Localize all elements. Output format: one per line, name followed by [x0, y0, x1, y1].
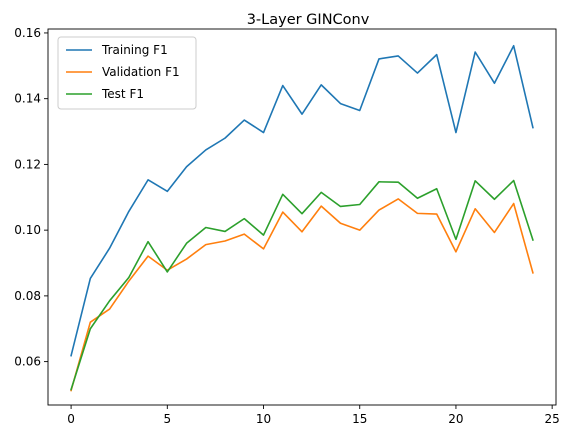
chart-title: 3-Layer GINConv — [247, 12, 370, 28]
legend-label-1: Training F1 — [101, 43, 168, 57]
x-tick-label: 10 — [256, 412, 271, 426]
x-tick-label: 15 — [352, 412, 367, 426]
series-layer — [70, 44, 534, 392]
series-line-3 — [70, 179, 534, 391]
y-tick-label: 0.14 — [14, 92, 41, 106]
plot-frame — [47, 28, 557, 406]
axes-layer: 0 5 10 15 20 25 0.06 0.08 0.10 0.12 0.14 0.16 — [14, 26, 560, 426]
legend-label-3: Test F1 — [101, 87, 144, 101]
x-tick-label: 5 — [163, 412, 171, 426]
y-tick-label: 0.10 — [14, 223, 41, 237]
x-tick-label: 20 — [448, 412, 463, 426]
x-tick-label: 25 — [545, 412, 560, 426]
y-tick-label: 0.06 — [14, 355, 41, 369]
legend-box — [57, 36, 197, 110]
y-tick-label: 0.08 — [14, 289, 41, 303]
x-tick-label: 0 — [67, 412, 75, 426]
y-tick-label: 0.12 — [14, 157, 41, 171]
series-line-2 — [70, 198, 534, 392]
y-tick-label: 0.16 — [14, 26, 41, 40]
legend-label-2: Validation F1 — [102, 65, 180, 79]
legend: Training F1 Validation F1 Test F1 — [57, 36, 197, 110]
series-line-1 — [70, 44, 534, 357]
